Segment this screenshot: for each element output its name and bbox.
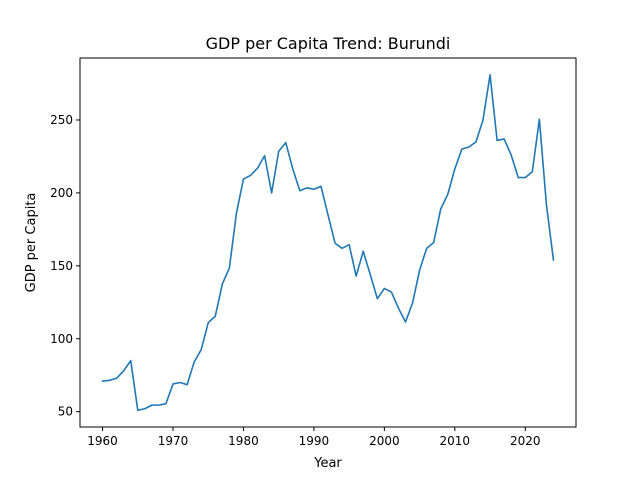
gdp-per-capita-line [101, 73, 555, 412]
x-tick-label: 1960 [87, 434, 118, 448]
plot-frame [79, 57, 577, 428]
y-axis-ticks: 50 100 150 200 250 [50, 113, 80, 419]
chart-title: GDP per Capita Trend: Burundi [206, 34, 451, 53]
x-tick-label: 2000 [369, 434, 400, 448]
x-axis-ticks: 1960 1970 1980 1990 2000 2010 2020 [87, 427, 541, 448]
x-tick-label: 1990 [299, 434, 330, 448]
x-tick-label: 2020 [510, 434, 541, 448]
x-tick-label: 2010 [440, 434, 471, 448]
x-tick-label: 1980 [228, 434, 259, 448]
y-tick-label: 250 [50, 113, 73, 127]
x-tick-label: 1970 [158, 434, 189, 448]
x-axis-label: Year [313, 456, 342, 471]
y-axis-label: GDP per Capita [24, 193, 39, 293]
y-tick-label: 200 [50, 186, 73, 200]
y-tick-label: 100 [50, 332, 73, 346]
y-tick-label: 50 [58, 405, 73, 419]
y-tick-label: 150 [50, 259, 73, 273]
